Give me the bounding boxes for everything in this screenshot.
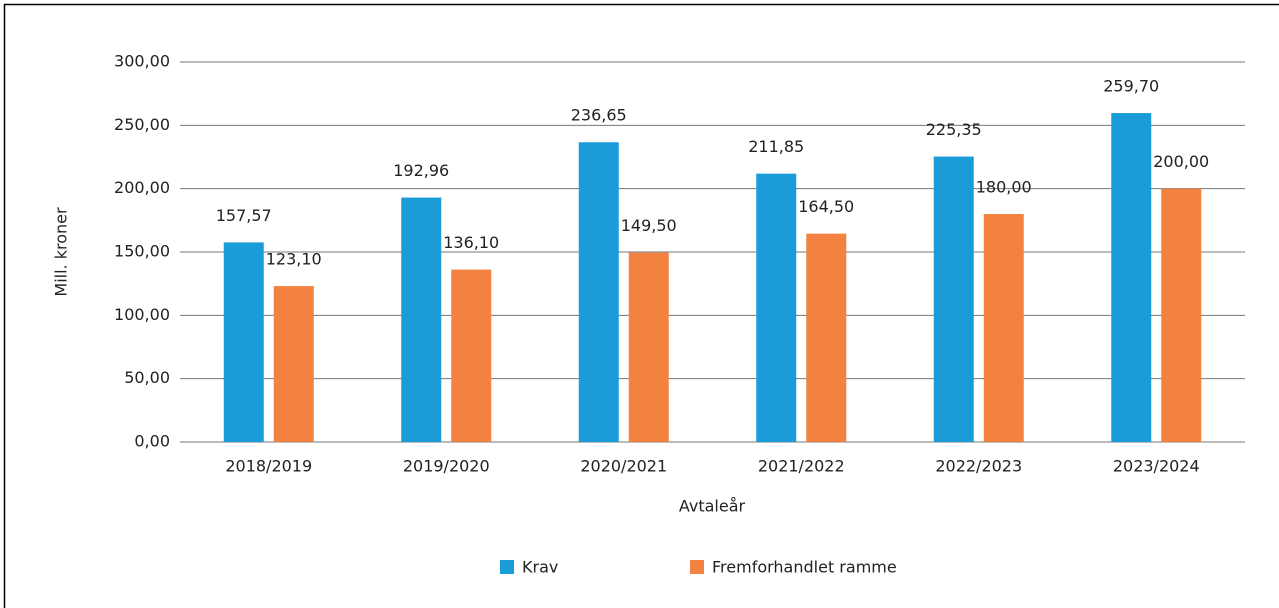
value-label: 180,00: [976, 178, 1032, 197]
y-tick-label: 100,00: [114, 305, 170, 324]
y-tick-label: 200,00: [114, 178, 170, 197]
bar: [578, 142, 619, 442]
value-label: 200,00: [1153, 152, 1209, 171]
bar: [223, 242, 264, 442]
y-tick-label: 50,00: [124, 368, 170, 387]
legend-label: Fremforhandlet ramme: [712, 558, 897, 577]
legend-label: Krav: [522, 558, 558, 577]
frame: [3, 3, 1279, 608]
bar: [273, 286, 314, 442]
y-tick-label: 0,00: [134, 432, 170, 451]
bar: [806, 233, 847, 442]
value-label: 192,96: [393, 161, 449, 180]
bar: [756, 173, 797, 442]
bar: [628, 252, 669, 442]
value-label: 236,65: [571, 106, 627, 125]
value-label: 157,57: [216, 206, 272, 225]
bar: [983, 214, 1024, 442]
y-tick-label: 250,00: [114, 115, 170, 134]
y-tick-label: 150,00: [114, 242, 170, 261]
bar: [1111, 113, 1152, 443]
x-tick-label: 2020/2021: [580, 457, 667, 476]
bar: [933, 156, 974, 442]
legend-swatch: [500, 560, 514, 574]
value-label: 164,50: [798, 197, 854, 216]
bar: [1161, 188, 1202, 442]
y-tick-label: 300,00: [114, 52, 170, 71]
x-tick-label: 2021/2022: [758, 457, 845, 476]
x-axis-label: Avtaleår: [679, 497, 746, 516]
x-tick-label: 2023/2024: [1113, 457, 1200, 476]
x-tick-label: 2018/2019: [225, 457, 312, 476]
value-label: 225,35: [926, 120, 982, 139]
value-label: 259,70: [1103, 77, 1159, 96]
y-axis-label: Mill. kroner: [52, 207, 71, 297]
value-label: 123,10: [266, 250, 322, 269]
x-tick-label: 2022/2023: [935, 457, 1022, 476]
value-label: 136,10: [443, 233, 499, 252]
bar: [401, 197, 442, 442]
value-label: 211,85: [748, 137, 804, 156]
value-label: 149,50: [621, 216, 677, 235]
x-tick-label: 2019/2020: [403, 457, 490, 476]
legend-swatch: [690, 560, 704, 574]
bar: [451, 269, 492, 442]
